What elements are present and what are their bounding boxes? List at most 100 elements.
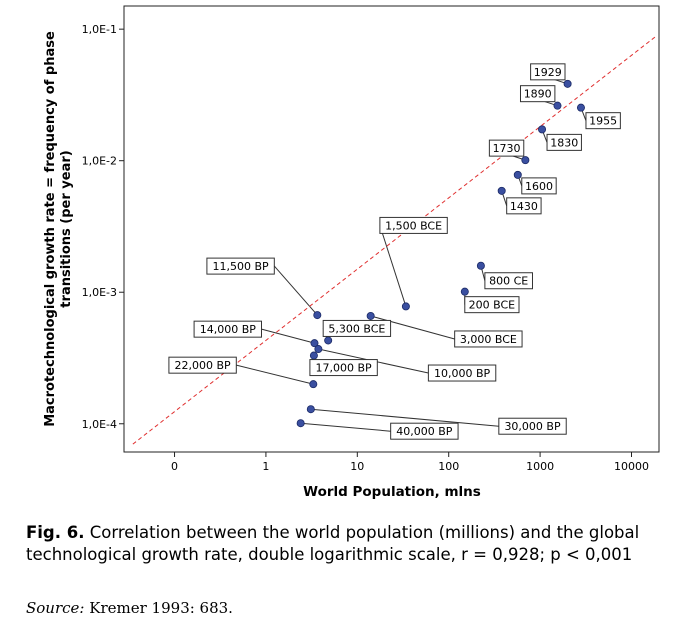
point-label: 40,000 BP: [390, 422, 459, 440]
point-label-text: 1955: [589, 115, 617, 128]
label-callouts: [236, 71, 587, 432]
point-label-text: 200 BCE: [469, 299, 516, 312]
point-label: 800 CE: [484, 272, 533, 290]
point-label-box: [206, 257, 275, 275]
point-label-text: 22,000 BP: [175, 359, 232, 372]
fit-line-layer: [132, 35, 658, 445]
point-label-text: 11,500 BP: [213, 260, 270, 273]
point-label: 1929: [530, 63, 566, 81]
data-point: [310, 339, 319, 348]
x-tick-label: 1: [262, 460, 269, 473]
point-label-box: [498, 417, 567, 435]
label-connector: [379, 225, 407, 307]
data-point: [314, 345, 323, 354]
data-point: [553, 101, 562, 110]
x-tick-label: 100: [438, 460, 459, 473]
plot-frame: [123, 5, 660, 453]
point-label-text: 800 CE: [489, 275, 528, 288]
data-point: [460, 287, 469, 296]
label-connector: [273, 265, 318, 316]
point-label-box: [309, 359, 378, 377]
point-label: 3,000 BCE: [454, 330, 523, 348]
point-label-box: [379, 216, 448, 234]
point-label: 11,500 BP: [206, 257, 275, 275]
points-layer: [296, 79, 585, 428]
data-point: [366, 311, 375, 320]
y-tick-label: 1,0E-1: [82, 23, 117, 36]
point-label-box: [506, 197, 542, 215]
data-point: [538, 125, 547, 134]
label-connector: [236, 364, 314, 385]
y-tick-label: 1,0E-4: [82, 418, 117, 431]
source-label: Source:: [26, 599, 85, 617]
point-label: 200 BCE: [464, 296, 520, 314]
point-label-text: 1890: [524, 88, 552, 101]
data-point: [296, 419, 305, 428]
x-tick-label: 10: [350, 460, 364, 473]
point-label: 17,000 BP: [309, 359, 378, 377]
point-label-box: [546, 133, 582, 151]
point-label: 22,000 BP: [168, 356, 237, 374]
point-label: 1430: [506, 197, 542, 215]
point-label: 1890: [519, 85, 556, 103]
point-label: 1600: [521, 177, 557, 195]
source-note: Source: Kremer 1993: 683.: [26, 599, 233, 617]
label-connector: [261, 328, 315, 344]
data-point: [521, 156, 530, 165]
y-tick-label: 1,0E-2: [82, 155, 117, 168]
data-point: [576, 103, 585, 112]
point-label-text: 14,000 BP: [200, 323, 257, 336]
point-label-box: [585, 112, 621, 130]
point-label-box: [530, 63, 566, 81]
point-label-text: 1600: [525, 180, 553, 193]
x-axis-label: World Population, mlns: [303, 484, 481, 500]
point-label-box: [322, 319, 392, 337]
data-point: [306, 405, 315, 414]
point-label-box: [521, 177, 557, 195]
point-label-box: [464, 296, 520, 314]
point-label-text: 10,000 BP: [434, 367, 491, 380]
data-point: [563, 79, 572, 88]
scatter-chart: 0 1 10 100 1000 10000 1,0E-4 1,0E-3 1,0E-2 1,0E-1…: [43, 5, 660, 500]
label-connector: [310, 408, 499, 427]
figure-caption: Fig. 6. Correlation between the world po…: [26, 522, 666, 566]
data-point: [476, 261, 485, 270]
point-label-box: [427, 364, 497, 382]
fit-line: [132, 35, 658, 445]
point-label-box: [168, 356, 237, 374]
y-tick-label: 1,0E-3: [82, 286, 117, 299]
label-connector: [300, 422, 391, 432]
data-point: [513, 170, 522, 179]
point-label-text: 3,000 BCE: [460, 333, 517, 346]
x-tick-label: 0: [171, 460, 178, 473]
point-label: 1730: [488, 139, 525, 157]
point-label-box: [488, 139, 525, 157]
data-point: [309, 380, 318, 389]
point-label: 1,500 BCE: [379, 216, 448, 234]
point-label-box: [519, 85, 556, 103]
point-label: 1830: [546, 133, 582, 151]
data-point: [497, 186, 506, 195]
point-label-box: [454, 330, 523, 348]
y-axis-label-line2: transitions (per year): [59, 150, 74, 307]
source-text: Kremer 1993: 683.: [89, 599, 233, 617]
point-label-text: 5,300 BCE: [328, 322, 385, 335]
point-label-text: 40,000 BP: [396, 425, 453, 438]
point-label: 1955: [585, 112, 621, 130]
x-tick-label: 10000: [614, 460, 649, 473]
point-label-text: 1430: [510, 200, 538, 213]
data-point: [313, 311, 322, 320]
point-label-box: [390, 422, 459, 440]
point-label-text: 1929: [534, 66, 562, 79]
point-label-text: 1830: [550, 136, 578, 149]
point-label-box: [484, 272, 533, 290]
data-point: [324, 336, 333, 345]
data-point: [309, 351, 318, 360]
point-label-text: 1,500 BCE: [385, 219, 442, 232]
point-label-text: 1730: [493, 142, 521, 155]
figure-number: Fig. 6.: [26, 523, 85, 542]
point-label: 14,000 BP: [193, 320, 262, 338]
point-label: 5,300 BCE: [322, 319, 392, 337]
axes: 0 1 10 100 1000 10000 1,0E-4 1,0E-3 1,0E-2 1,0E-1: [82, 5, 660, 473]
point-label: 30,000 BP: [498, 417, 567, 435]
